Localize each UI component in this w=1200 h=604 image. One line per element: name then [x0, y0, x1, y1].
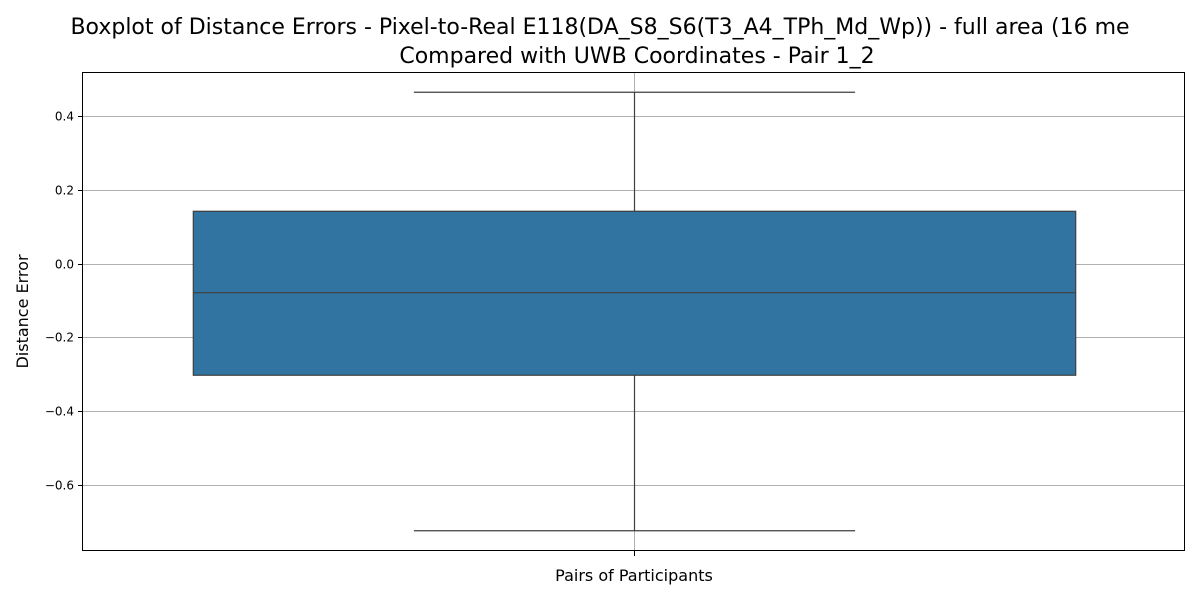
y-tick-label: 0.0 — [55, 258, 74, 272]
plot-frame — [82, 72, 1185, 551]
y-tick-label: −0.4 — [45, 405, 74, 419]
y-tick-label: −0.2 — [45, 331, 74, 345]
y-tick-label: −0.6 — [45, 479, 74, 493]
y-axis-label: Distance Error — [13, 254, 32, 368]
tick-layer: −0.6 −0.4 −0.2 0.0 0.2 0.4 — [45, 110, 635, 556]
chart-subtitle: Compared with UWB Coordinates - Pair 1_2 — [399, 44, 874, 69]
y-tick-label: 0.2 — [55, 184, 74, 198]
y-tick-label: 0.4 — [55, 110, 74, 124]
x-axis-label: Pairs of Participants — [555, 566, 713, 585]
box-layer — [192, 91, 1077, 532]
chart-title: Boxplot of Distance Errors - Pixel-to-Re… — [70, 15, 1129, 40]
